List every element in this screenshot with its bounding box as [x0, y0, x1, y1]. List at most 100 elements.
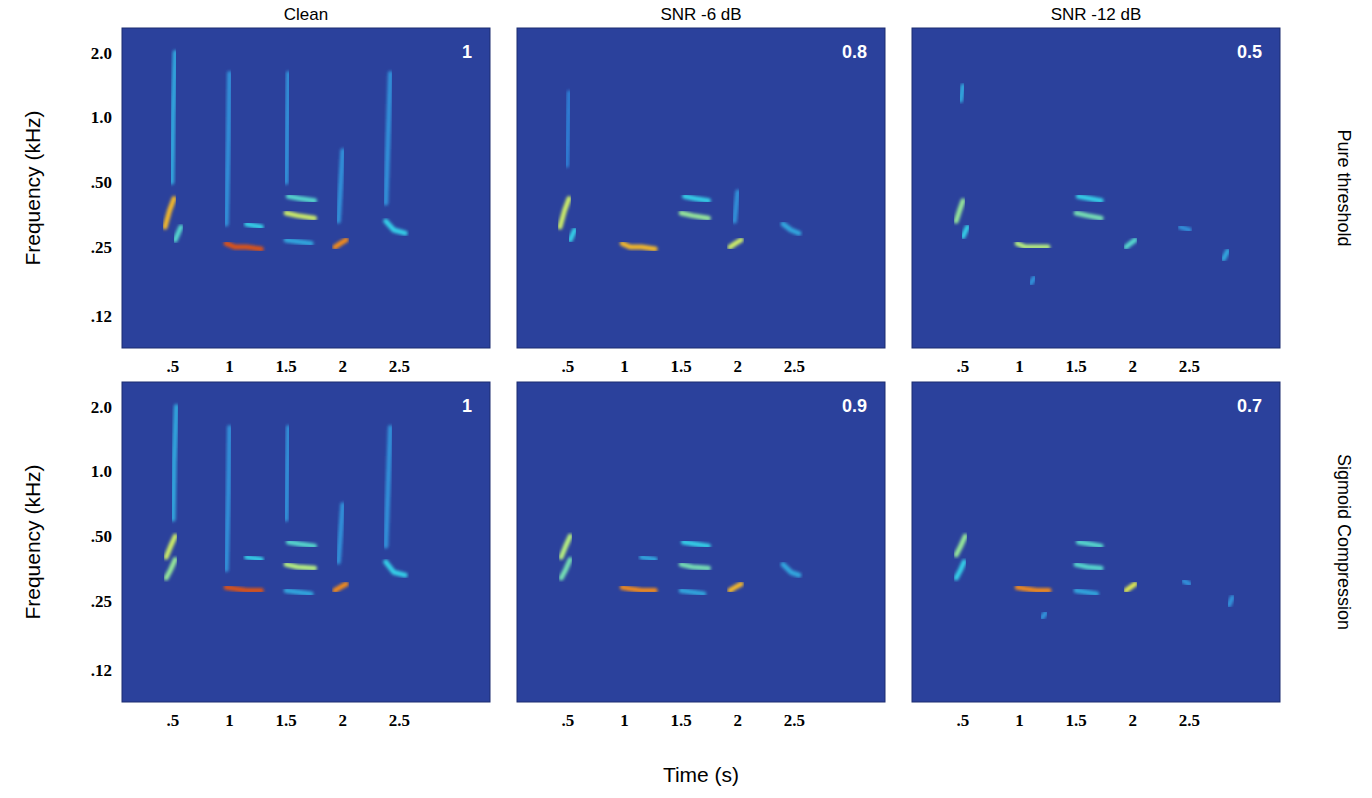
plot-background: [122, 382, 490, 702]
x-tick-label: 2: [1129, 711, 1138, 730]
x-tick-label: 1: [620, 357, 629, 376]
syllable: [172, 53, 175, 183]
x-tick-label: 2: [1129, 357, 1138, 376]
x-tick-label: 2.5: [784, 711, 805, 730]
syllable: [166, 536, 175, 557]
x-tick-label: 1: [225, 357, 234, 376]
x-tick-label: .5: [957, 357, 970, 376]
syllable: [1017, 587, 1049, 590]
marks: [166, 407, 405, 594]
syllable: [1076, 591, 1096, 594]
syllable: [783, 564, 799, 575]
syllable: [338, 151, 343, 221]
syllable: [560, 199, 569, 228]
x-tick-label: 1.5: [276, 357, 297, 376]
syllable: [173, 407, 176, 520]
syllable: [956, 201, 963, 221]
y-tick-label: .50: [91, 173, 112, 192]
marks: [165, 53, 405, 250]
syllable: [386, 221, 405, 233]
x-tick-label: 1: [620, 711, 629, 730]
syllable: [1184, 581, 1190, 584]
syllable: [1078, 196, 1101, 201]
plot-background: [517, 28, 885, 348]
y-tick-label: 1.0: [91, 108, 112, 127]
syllable: [226, 587, 261, 590]
syllable: [1076, 564, 1101, 568]
syllable: [1223, 251, 1228, 259]
syllable: [286, 73, 288, 182]
x-tick-label: 1: [225, 711, 234, 730]
plot-frame: [912, 28, 1280, 348]
syllable: [286, 427, 288, 519]
x-tick-label: 1: [1015, 357, 1024, 376]
syllable: [1229, 597, 1232, 605]
x-tick-label: .5: [167, 357, 180, 376]
x-tick-label: 1: [1015, 711, 1024, 730]
panel: .511.522.5.12.25.501.02.01: [91, 28, 490, 376]
syllable: [1126, 584, 1135, 591]
x-tick-label: 2.5: [1179, 357, 1200, 376]
y-tick-label: 2.0: [91, 398, 112, 417]
row-label: Sigmoid Compression: [1334, 454, 1354, 630]
plot-background: [912, 382, 1280, 702]
syllable: [730, 240, 741, 247]
x-tick-label: 1.5: [671, 357, 692, 376]
syllable: [338, 505, 343, 562]
plot-frame: [517, 382, 885, 702]
syllable: [956, 536, 965, 555]
syllable: [1042, 613, 1045, 617]
syllable: [681, 591, 704, 594]
syllable: [247, 224, 262, 227]
syllable: [683, 542, 708, 546]
column-title: SNR -6 dB: [660, 5, 741, 24]
x-tick-label: 2: [339, 711, 348, 730]
syllable: [335, 240, 346, 247]
y-tick-label: 2.0: [91, 44, 112, 63]
panel: .511.522.50.7: [912, 382, 1280, 730]
x-tick-label: 2: [734, 711, 743, 730]
syllable: [1126, 240, 1135, 247]
page: {"x_label": "Time (s)", "column_titles":…: [0, 0, 1372, 798]
plot-frame: [517, 28, 885, 348]
syllable: [226, 427, 229, 569]
syllable: [286, 213, 314, 218]
syllable: [567, 93, 569, 165]
syllable: [1180, 227, 1189, 230]
column-title: Clean: [284, 5, 328, 24]
x-tick-label: 1.5: [1066, 711, 1087, 730]
syllable: [288, 542, 314, 546]
syllable: [681, 564, 708, 568]
syllable: [286, 591, 311, 594]
syllable: [386, 427, 391, 546]
marks: [561, 536, 799, 594]
syllable: [166, 560, 175, 579]
plot-background: [517, 382, 885, 702]
x-tick-label: 2: [734, 357, 743, 376]
syllable: [1031, 278, 1034, 283]
x-tick-label: 2.5: [389, 711, 410, 730]
syllable: [730, 584, 741, 591]
panel: .511.522.50.8: [517, 28, 885, 376]
y-tick-label: .25: [91, 238, 112, 257]
syllable: [622, 243, 655, 249]
plot-background: [122, 28, 490, 348]
x-tick-label: 2.5: [389, 357, 410, 376]
syllable: [622, 587, 655, 590]
figure: CleanSNR -6 dBSNR -12 dBPure thresholdFr…: [0, 0, 1372, 798]
syllable: [286, 564, 314, 568]
x-tick-label: .5: [167, 711, 180, 730]
plot-frame: [122, 382, 490, 702]
x-tick-label: 2.5: [784, 357, 805, 376]
y-tick-label: .25: [91, 592, 112, 611]
y-tick-label: .12: [91, 661, 112, 680]
score-label: 0.9: [842, 396, 867, 416]
syllable: [386, 562, 405, 575]
y-tick-label: .12: [91, 307, 112, 326]
syllable: [956, 562, 964, 578]
syllable: [165, 199, 174, 228]
syllable: [570, 230, 575, 240]
syllable: [226, 73, 229, 224]
row-label: Pure threshold: [1334, 129, 1354, 246]
syllable: [1076, 213, 1101, 218]
